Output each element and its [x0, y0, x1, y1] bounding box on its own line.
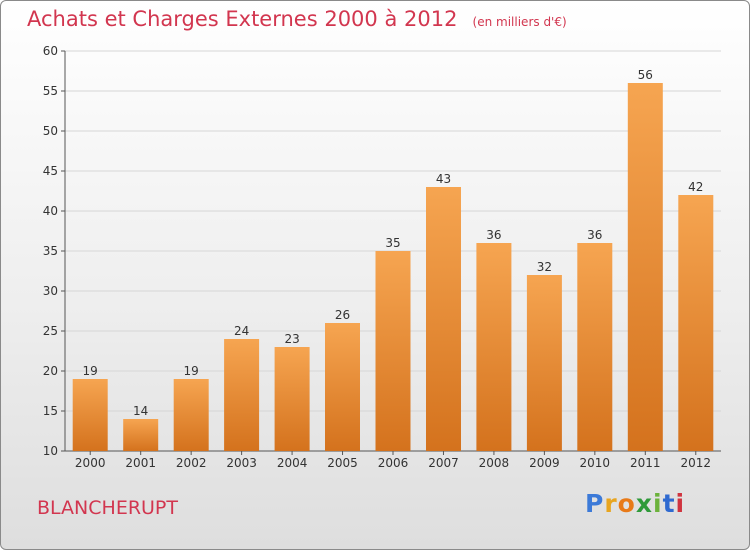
y-tick-label: 50	[43, 124, 58, 138]
data-label: 35	[385, 236, 400, 250]
logo-letter: P	[585, 489, 605, 518]
x-tick-label: 2009	[529, 456, 560, 470]
x-tick-label: 2005	[327, 456, 358, 470]
x-tick-label: 2008	[479, 456, 510, 470]
bar	[526, 275, 562, 451]
data-label: 43	[436, 172, 451, 186]
data-label: 23	[284, 332, 299, 346]
bar	[627, 83, 663, 451]
y-tick-label: 35	[43, 244, 58, 258]
bar	[274, 347, 310, 451]
y-tick-label: 55	[43, 84, 58, 98]
x-tick-label: 2012	[681, 456, 712, 470]
logo-letter: o	[617, 489, 636, 518]
data-label: 36	[587, 228, 602, 242]
y-tick-label: 15	[43, 404, 58, 418]
bar	[375, 251, 411, 451]
data-label: 19	[83, 364, 98, 378]
y-tick-label: 30	[43, 284, 58, 298]
proxiti-logo[interactable]: Proxiti	[585, 489, 685, 518]
bar	[426, 187, 461, 451]
x-tick-label: 2001	[125, 456, 156, 470]
y-tick-label: 60	[43, 44, 58, 58]
logo-letter: r	[604, 489, 618, 518]
x-tick-label: 2002	[176, 456, 207, 470]
logo-letter: x	[635, 489, 653, 518]
data-label: 26	[335, 308, 350, 322]
logo-letter: i	[653, 489, 663, 518]
data-label: 14	[133, 404, 148, 418]
bars	[72, 83, 714, 451]
bar	[224, 339, 260, 451]
chart-unit: (en milliers d'€)	[472, 15, 567, 29]
bar	[476, 243, 512, 451]
x-tick-label: 2006	[378, 456, 409, 470]
bar	[325, 323, 360, 451]
bar	[678, 195, 714, 451]
x-tick-label: 2010	[580, 456, 611, 470]
x-tick-label: 2011	[630, 456, 661, 470]
logo-letter: t	[662, 489, 676, 518]
bar	[123, 419, 159, 451]
tick-labels: 10 15 20 25 30 35 40 45 50 55 60 2000 2001 2002 2003 20…	[43, 44, 711, 470]
data-label: 36	[486, 228, 501, 242]
y-tick-label: 40	[43, 204, 58, 218]
data-label: 19	[184, 364, 199, 378]
commune-name: BLANCHERUPT	[37, 497, 178, 519]
chart-title: Achats et Charges Externes 2000 à 2012 (…	[27, 7, 567, 31]
bar	[72, 379, 108, 451]
bar	[577, 243, 613, 451]
chart-title-text: Achats et Charges Externes 2000 à 2012	[27, 7, 458, 31]
data-labels: 19 14 19 24 23 26 35 43 36 32 36 56 42	[83, 68, 704, 418]
y-tick-label: 10	[43, 444, 58, 458]
bar	[173, 379, 209, 451]
data-label: 42	[688, 180, 703, 194]
data-label: 32	[537, 260, 552, 274]
x-tick-label: 2000	[75, 456, 106, 470]
data-label: 56	[638, 68, 653, 82]
data-label: 24	[234, 324, 249, 338]
x-tick-label: 2004	[277, 456, 308, 470]
logo-letter: i	[675, 489, 686, 518]
x-tick-label: 2003	[226, 456, 257, 470]
y-tick-label: 25	[43, 324, 58, 338]
x-tick-label: 2007	[428, 456, 459, 470]
y-tick-label: 45	[43, 164, 58, 178]
y-tick-label: 20	[43, 364, 58, 378]
